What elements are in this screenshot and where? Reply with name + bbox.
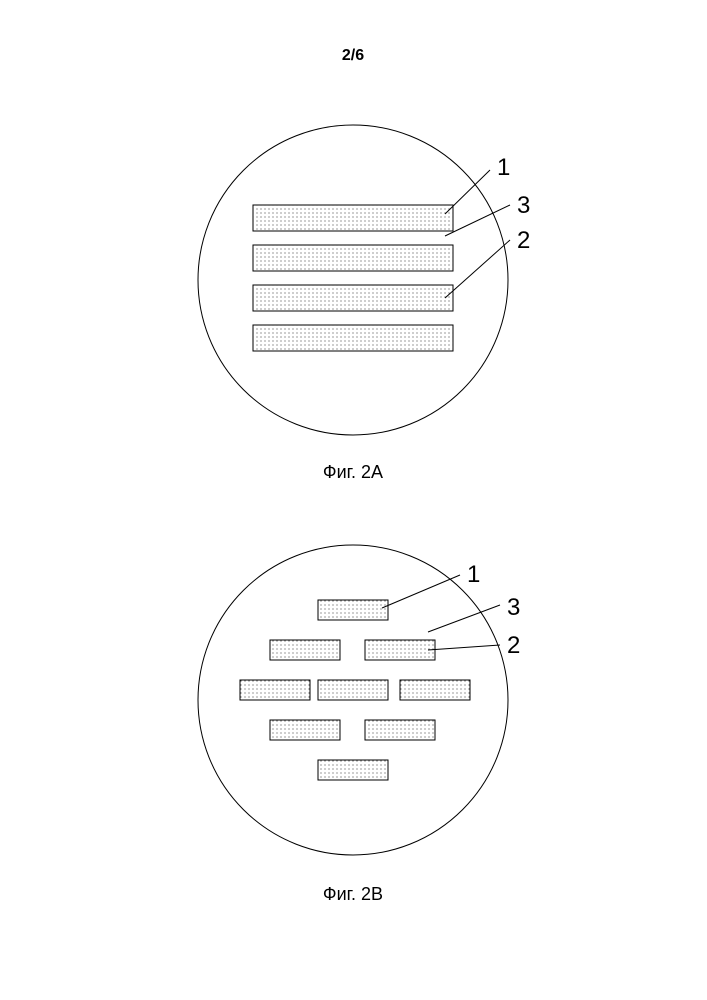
figure-2b-bar (270, 640, 340, 660)
figure-2b: 13 2 (198, 545, 520, 855)
callout-label: 3 (517, 192, 530, 219)
callout-label: 1 (497, 154, 510, 181)
figure-2b-bar (365, 640, 435, 660)
figure-2a-bar (253, 245, 453, 271)
figure-2b-caption: Фиг. 2B (323, 884, 383, 904)
callout-label: 2 (507, 632, 520, 659)
figure-2b-bar (318, 680, 388, 700)
page-header: 2/6 (342, 47, 364, 64)
figure-2b-bar (318, 760, 388, 780)
figure-2b-bar (270, 720, 340, 740)
callout-label: 2 (517, 227, 530, 254)
figure-2a-caption: Фиг. 2A (323, 462, 383, 482)
figure-2a-bar (253, 285, 453, 311)
figure-2b-bar (240, 680, 310, 700)
callout-label: 1 (467, 561, 480, 588)
figure-2b-bar (318, 600, 388, 620)
figure-2a-bar (253, 205, 453, 231)
figure-2a: 13 2 (198, 125, 530, 435)
figure-2a-circle (198, 125, 508, 435)
callout-label: 3 (507, 594, 520, 621)
figure-2b-bar (365, 720, 435, 740)
figure-2a-bar (253, 325, 453, 351)
diagram-canvas: 2/6 132 Фиг. 2A 132 Фиг. 2B (0, 0, 707, 1000)
figure-2b-bar (400, 680, 470, 700)
